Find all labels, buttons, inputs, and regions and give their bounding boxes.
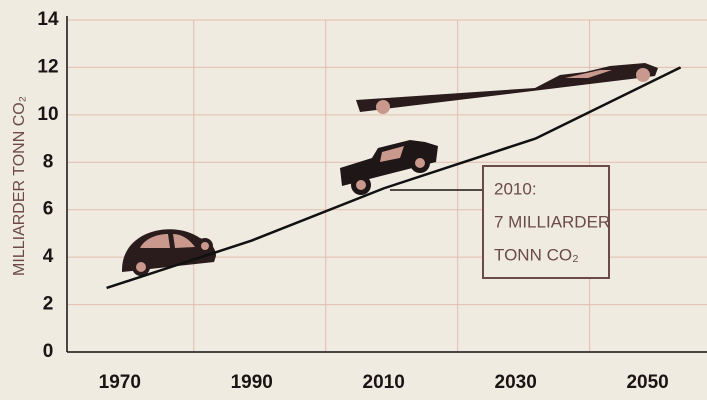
annotation-box xyxy=(482,165,610,279)
line-series xyxy=(106,66,682,290)
x-tick-label: 2050 xyxy=(626,372,668,393)
y-tick-label: 8 xyxy=(43,151,54,172)
x-tick-label: 1990 xyxy=(231,372,273,393)
car-pickup xyxy=(340,140,438,195)
y-tick-label: 6 xyxy=(43,199,54,220)
x-tick-label: 2010 xyxy=(363,372,405,393)
y-tick-label: 2 xyxy=(43,294,54,315)
plot: 0 2 4 6 8 10 12 14 1970 1990 2010 2030 2050 xyxy=(37,9,707,393)
y-axis-label: MILLIARDER TONN CO₂ xyxy=(11,96,28,276)
y-tick-label: 4 xyxy=(43,246,54,267)
x-tick-label: 1970 xyxy=(99,372,141,393)
y-tick-label: 10 xyxy=(37,104,58,125)
y-tick-label: 14 xyxy=(37,9,59,30)
car-beetle xyxy=(122,229,216,276)
annotation-line: 2010: xyxy=(494,179,537,198)
x-tick-label: 2030 xyxy=(495,372,537,393)
y-tick-label: 12 xyxy=(37,56,58,77)
car-sedan xyxy=(356,63,658,114)
annotation-line: TONN CO₂ xyxy=(494,245,579,264)
annotation-line: 7 MILLIARDER xyxy=(494,212,610,231)
y-tick-label: 0 xyxy=(43,341,54,362)
